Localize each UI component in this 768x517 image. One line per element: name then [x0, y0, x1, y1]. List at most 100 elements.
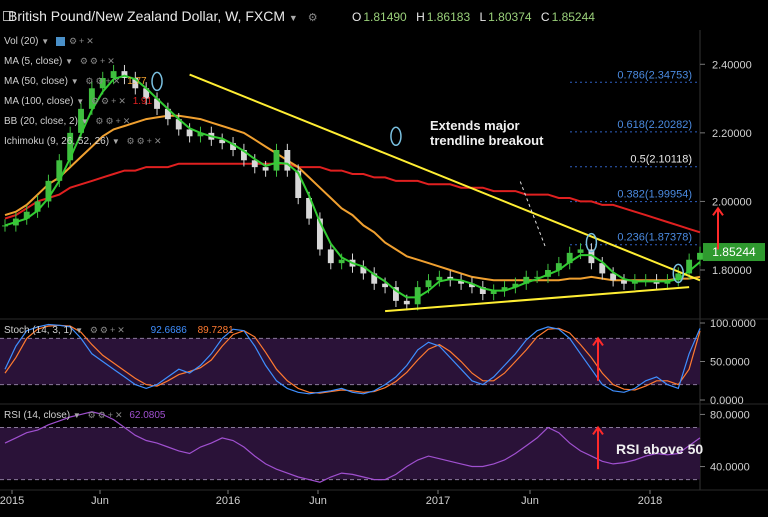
candle-body: [121, 71, 128, 78]
candle-body: [23, 211, 30, 219]
stoch-arrow-head: [592, 336, 604, 346]
indicator-controls-icon[interactable]: ⚙⚙+✕: [87, 410, 125, 420]
chevron-down-icon[interactable]: ▼: [72, 411, 81, 420]
rsi-value: 62.0805: [129, 410, 166, 421]
candle-body: [164, 108, 171, 120]
chevron-down-icon[interactable]: ▼: [65, 57, 74, 66]
indicator-controls-icon[interactable]: ⚙⚙+✕: [95, 116, 133, 126]
candle-body: [403, 300, 410, 305]
indicator-vol[interactable]: Vol (20) ▼ ⚙+✕: [4, 36, 96, 47]
symbol-title[interactable]: British Pound/New Zealand Dollar, W, FXC…: [8, 8, 285, 24]
indicator-label: MA (50, close): [4, 76, 68, 87]
candle-body: [175, 119, 182, 130]
indicator-ichimoku[interactable]: Ichimoku (9, 26, 52, 26) ▼ ⚙⚙+✕: [4, 136, 163, 147]
candle-body: [458, 280, 465, 284]
indicator-controls-icon[interactable]: ⚙⚙+✕: [126, 136, 164, 146]
candle-body: [78, 108, 84, 133]
indicator-controls-icon[interactable]: ⚙⚙+✕: [89, 325, 127, 335]
rsi-band-fill: [0, 427, 700, 480]
chevron-down-icon[interactable]: ▼: [70, 77, 79, 86]
candle-body: [284, 150, 291, 171]
indicator-bb[interactable]: BB (20, close, 2) ▼ ⚙⚙+✕: [4, 116, 132, 127]
time-tick-label: Jun: [91, 495, 109, 507]
price-tick-label: 2.40000: [712, 59, 752, 71]
chevron-down-icon[interactable]: ▼: [75, 326, 84, 335]
candle-body: [219, 139, 226, 144]
price-tick-label: 2.20000: [712, 128, 752, 140]
candle-body: [523, 276, 530, 284]
chevron-down-icon[interactable]: ▼: [76, 97, 85, 106]
low-key: L: [479, 10, 487, 24]
collapse-icon[interactable]: [3, 11, 13, 21]
candle-body: [34, 201, 41, 212]
ma50-line: [4, 114, 701, 282]
indicator-ma5[interactable]: MA (5, close) ▼ ⚙⚙+✕: [4, 56, 117, 67]
close-key: C: [540, 10, 550, 24]
indicator-label: MA (100, close): [4, 96, 74, 107]
indicator-controls-icon[interactable]: ⚙⚙+✕: [79, 56, 117, 66]
pivot-marker: [672, 263, 685, 284]
indicator-controls-icon[interactable]: ⚙⚙+✕: [90, 96, 128, 106]
settings-icon[interactable]: ⚙: [307, 12, 318, 24]
indicator-controls-icon[interactable]: ⚙+✕: [68, 36, 96, 46]
candle-body: [371, 273, 378, 284]
candle-body: [67, 132, 74, 161]
candle-body: [273, 150, 280, 171]
candle-body: [154, 98, 160, 109]
chevron-down-icon[interactable]: ▼: [288, 13, 298, 23]
time-tick-label: 2015: [0, 495, 24, 507]
stoch-legend[interactable]: Stoch (14, 3, 1) ▼ ⚙⚙+✕ 92.6686 89.7281: [4, 325, 234, 336]
price-tick-label: 2.00000: [712, 196, 752, 208]
ma100-line: [4, 162, 701, 234]
chevron-down-icon[interactable]: ▼: [80, 117, 89, 126]
candle-body: [686, 259, 693, 274]
candle-body: [88, 88, 95, 109]
pivot-marker: [585, 232, 598, 253]
fib-level-label: 0.382(1.99954): [617, 189, 692, 201]
eye-icon[interactable]: [55, 36, 65, 46]
candle-body: [306, 198, 313, 219]
time-tick-label: 2018: [638, 495, 662, 507]
stoch-tick-label: 100.0000: [710, 318, 756, 330]
chevron-down-icon[interactable]: ▼: [41, 37, 50, 46]
candle-body: [501, 287, 508, 291]
candle-body: [545, 270, 551, 277]
annotation-line: Extends major: [430, 118, 520, 133]
ohlc-readout: O 1.81490 H 1.86183 L 1.80374 C 1.85244: [352, 10, 601, 24]
indicator-ma50[interactable]: MA (50, close) ▼ ⚙⚙+✕ 1.77: [4, 76, 147, 87]
candle-body: [436, 276, 443, 281]
indicator-ma100[interactable]: MA (100, close) ▼ ⚙⚙+✕ 1.91: [4, 96, 152, 107]
pivot-marker: [151, 71, 163, 92]
indicator-label: Vol (20): [4, 36, 39, 47]
ma5-line: [4, 74, 701, 299]
pivot-marker: [390, 126, 402, 147]
candle-body: [295, 170, 302, 198]
candle-body: [479, 287, 486, 294]
candle-body: [262, 167, 269, 171]
close-value: 1.85244: [551, 10, 595, 24]
candle-body: [512, 283, 519, 288]
indicator-controls-icon[interactable]: ⚙⚙+✕: [85, 76, 123, 86]
stoch-d-value: 89.7281: [197, 325, 234, 336]
trendline-rising: [384, 286, 690, 313]
rsi-legend[interactable]: RSI (14, close) ▼ ⚙⚙+✕ 62.0805: [4, 410, 166, 421]
annotation-line: trendline breakout: [430, 133, 544, 148]
candle-body: [577, 249, 584, 253]
ma100-value: 1.91: [132, 96, 153, 107]
candle-body: [251, 160, 258, 168]
candle-body: [425, 280, 432, 288]
candle-body: [675, 273, 682, 281]
chevron-down-icon[interactable]: ▼: [111, 137, 120, 146]
time-tick-label: 2017: [426, 495, 450, 507]
candle-body: [132, 78, 139, 89]
candle-body: [566, 252, 573, 264]
time-tick-label: Jun: [521, 495, 539, 507]
candle-body: [338, 259, 345, 264]
stoch-tick-label: 50.0000: [710, 357, 750, 369]
fib-level-label: 0.786(2.34753): [617, 69, 692, 81]
candle-body: [197, 132, 204, 137]
trendline-falling: [189, 73, 701, 282]
candle-body: [230, 143, 236, 150]
